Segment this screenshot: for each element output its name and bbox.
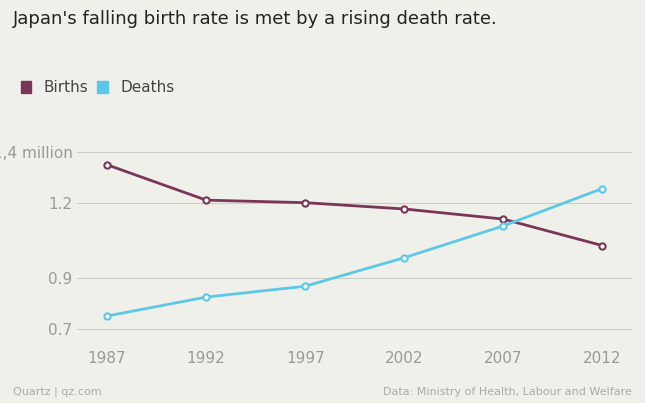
Text: Data: Ministry of Health, Labour and Welfare: Data: Ministry of Health, Labour and Wel… [383, 387, 632, 397]
Text: Quartz | qz.com: Quartz | qz.com [13, 386, 101, 397]
Text: Japan's falling birth rate is met by a rising death rate.: Japan's falling birth rate is met by a r… [13, 10, 498, 28]
Legend: Births, Deaths: Births, Deaths [21, 80, 175, 95]
